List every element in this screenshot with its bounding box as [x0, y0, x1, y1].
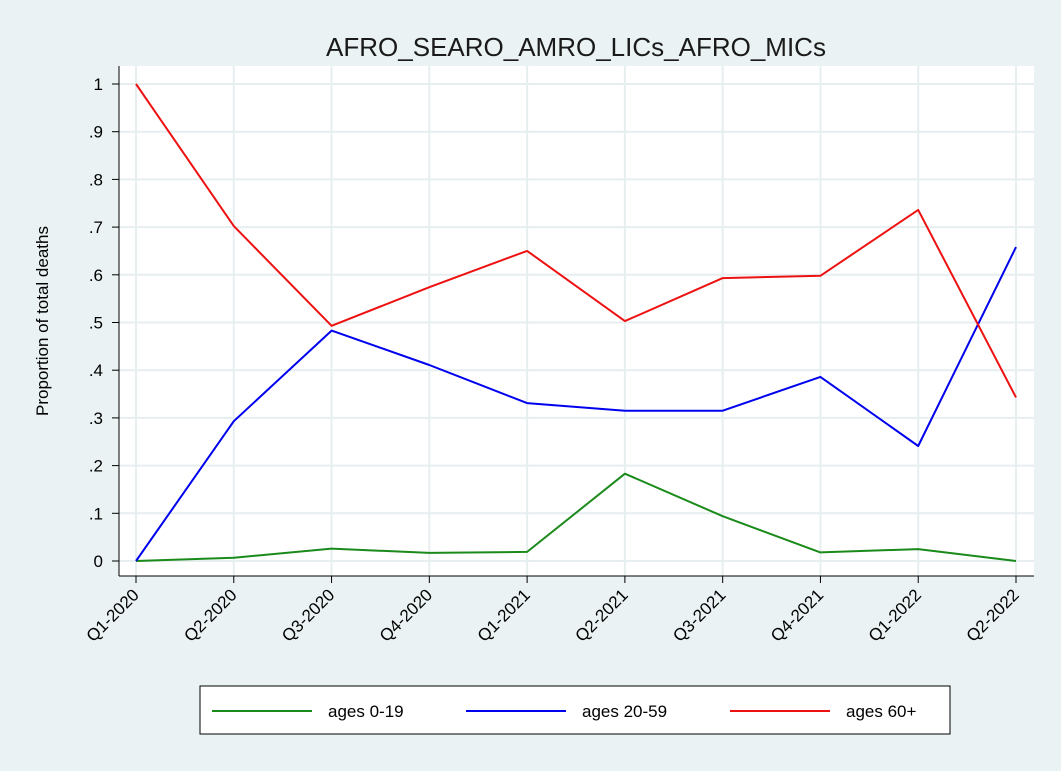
series-line-ages-20-59: [135, 246, 1017, 562]
y-tick-label: .4: [89, 361, 103, 380]
plot-area: [119, 66, 1034, 576]
legend-label: ages 20-59: [582, 702, 667, 721]
y-tick-label: .2: [89, 457, 103, 476]
y-tick-label: .7: [89, 218, 103, 237]
legend-label: ages 0-19: [328, 702, 404, 721]
series-line-ages-0-19: [135, 472, 1017, 562]
series-lines: [135, 83, 1017, 562]
y-tick-label: .6: [89, 266, 103, 285]
chart-title: AFRO_SEARO_AMRO_LICs_AFRO_MICs: [326, 32, 826, 62]
legend-box: [199, 685, 951, 735]
axes: [118, 66, 1034, 577]
y-tick-label: .1: [89, 504, 103, 523]
y-tick-label: 1: [94, 75, 103, 94]
legend: ages 0-19 ages 20-59 ages 60+: [199, 685, 951, 735]
y-tick-label: .3: [89, 409, 103, 428]
y-tick-label: .9: [89, 123, 103, 142]
series-line-ages-60-: [135, 83, 1017, 398]
gridlines: [119, 66, 1034, 576]
legend-label: ages 60+: [846, 702, 916, 721]
y-tick-label: .8: [89, 170, 103, 189]
y-tick-label: .5: [89, 314, 103, 333]
y-axis-ticks: 0 .1 .2 .3 .4 .5 .6 .7 .8 .9 1: [89, 75, 119, 571]
y-axis-title: Proportion of total deaths: [33, 226, 52, 416]
y-tick-label: 0: [94, 552, 103, 571]
